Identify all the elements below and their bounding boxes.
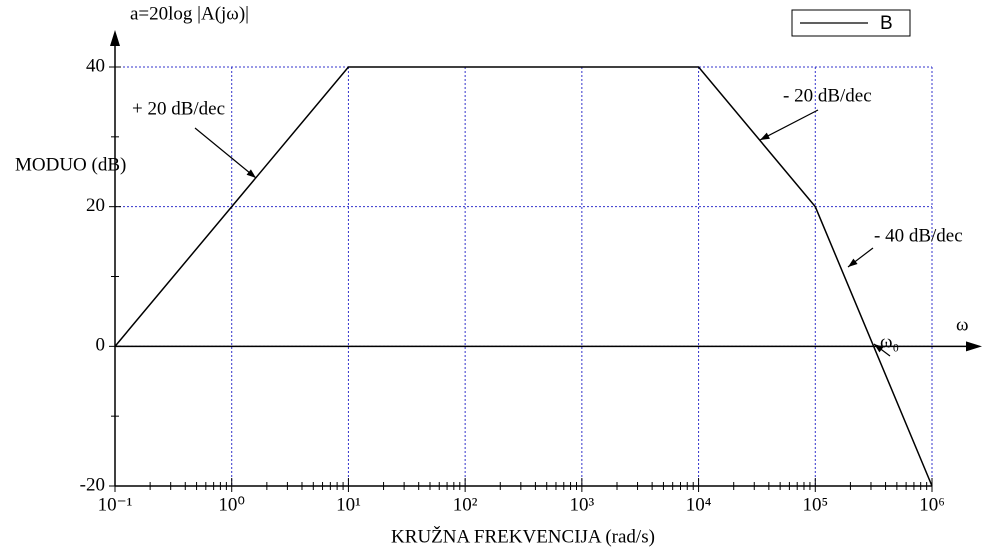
axis-arrow [110,30,120,46]
axis-arrow [966,341,982,352]
x-tick-label: 10⁶ [919,494,945,515]
annotation: + 20 dB/dec [132,98,225,119]
annotation: ω [956,314,969,335]
x-tick-label: 10³ [570,494,595,515]
annotation-arrow [759,109,819,141]
y-tick-label: 40 [86,55,105,76]
y-tick-label: 20 [86,195,105,216]
x-tick-label: 10¹ [336,494,361,515]
annotation: a=20log |A(jω)| [130,3,249,24]
arrow-head [760,132,770,140]
x-tick-label: 10⁴ [686,494,712,515]
annotation: ω₀ [880,331,899,352]
arrow-head [874,344,884,353]
annotation: - 20 dB/dec [783,85,872,106]
annotation: - 40 dB/dec [874,225,963,246]
arrow-head [246,169,256,178]
x-tick-label: 10⁻¹ [98,494,133,515]
x-tick-label: 10⁰ [218,494,245,515]
y-tick-label: 0 [96,335,106,356]
y-tick-label: -20 [80,474,105,495]
legend-label: B [880,13,893,34]
x-axis-label: KRUŽNA FREKVENCIJA (rad/s) [391,525,655,547]
annotation-arrow [194,127,257,179]
x-tick-label: 10⁵ [802,494,828,515]
arrow-head [848,258,858,267]
y-axis-label: MODUO (dB) [15,154,126,175]
x-tick-label: 10² [453,494,478,515]
series-line [114,66,933,487]
